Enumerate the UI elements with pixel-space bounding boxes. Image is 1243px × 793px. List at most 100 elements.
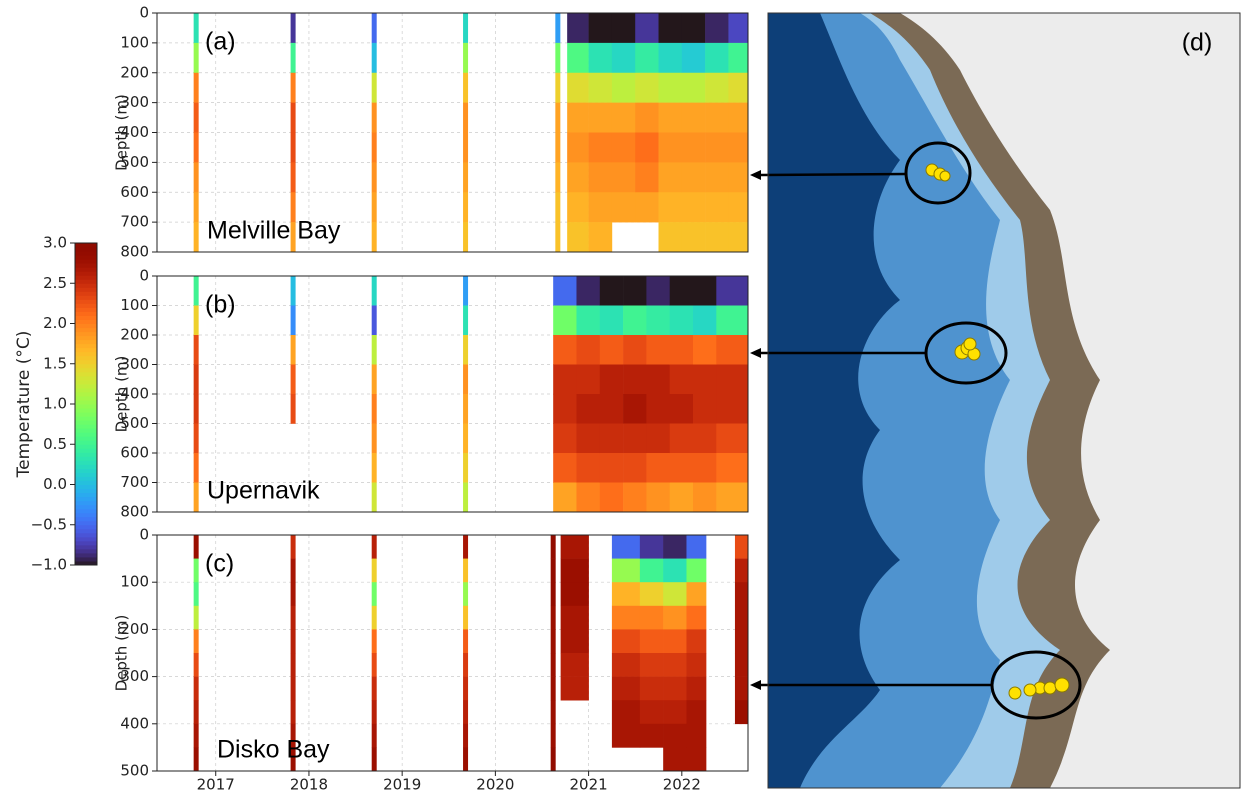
colorbar-step: [75, 315, 97, 320]
cast-cell: [290, 394, 296, 424]
colorbar-step: [75, 544, 97, 550]
cast-cell: [555, 132, 561, 163]
mooring-cell: [567, 13, 589, 44]
mooring-cell: [705, 72, 729, 103]
colorbar-step: [75, 456, 97, 461]
mooring-cell: [623, 305, 647, 336]
mooring-cell: [576, 453, 601, 483]
cast-cell: [371, 13, 377, 44]
colorbar-step: [75, 383, 97, 389]
colorbar-step: [75, 440, 97, 445]
mooring-cell: [686, 582, 707, 607]
cast-cell: [193, 394, 199, 424]
mooring-cell: [716, 364, 749, 395]
mooring-cell: [623, 482, 647, 513]
mooring-cell: [681, 13, 706, 44]
cast-cell: [290, 558, 296, 583]
y-tick-label: 100: [120, 296, 149, 314]
cast-cell: [371, 394, 377, 424]
mooring-cell: [599, 276, 624, 306]
y-tick-label: 0: [139, 4, 149, 22]
mooring-cell: [716, 335, 749, 365]
mooring-cell: [693, 423, 717, 454]
colorbar-step: [75, 432, 97, 437]
cast-cell: [463, 162, 469, 193]
mooring-cell: [567, 42, 589, 74]
cast-cell: [371, 605, 377, 630]
mooring-cell: [646, 453, 670, 483]
mooring-cell: [663, 700, 687, 725]
mooring-cell: [663, 605, 687, 630]
panel-label: (b): [205, 291, 236, 319]
mooring-cell: [734, 605, 749, 630]
cast-cell: [193, 453, 199, 483]
mooring-cell: [639, 700, 664, 725]
y-tick-label: 100: [120, 573, 149, 591]
mooring-cell: [553, 423, 577, 454]
colorbar-step: [75, 323, 97, 329]
colorbar-step: [75, 243, 97, 248]
cast-cell: [290, 276, 296, 306]
panel-label: (c): [205, 550, 234, 578]
mooring-cell: [681, 42, 706, 74]
cast-cell: [290, 700, 296, 725]
mooring-cell: [635, 102, 659, 133]
mooring-cell: [576, 276, 601, 306]
mooring-cell: [611, 72, 636, 103]
mooring-cell: [663, 676, 687, 701]
mooring-cell: [693, 482, 717, 513]
y-tick-label: 300: [120, 93, 149, 111]
y-tick-label: 500: [120, 762, 149, 780]
mooring-cell: [553, 482, 577, 513]
cast-cell: [463, 394, 469, 424]
mooring-cell: [663, 747, 687, 772]
mooring-cell: [669, 305, 694, 336]
mooring-cell: [588, 13, 613, 44]
colorbar-step: [75, 532, 97, 538]
mooring-cell: [693, 394, 717, 424]
cast-cell: [463, 13, 469, 44]
map-label: (d): [1182, 29, 1213, 57]
mooring-cell: [686, 535, 707, 559]
mooring-cell: [663, 535, 687, 559]
cast-cell: [550, 723, 556, 748]
mooring-cell: [705, 13, 729, 44]
cast-cell: [463, 192, 469, 223]
region-label: Upernavik: [207, 477, 320, 505]
colorbar-step: [75, 379, 97, 385]
colorbar-step: [75, 492, 97, 498]
mooring-cell: [734, 629, 749, 654]
colorbar-step: [75, 307, 97, 312]
colorbar-step: [75, 520, 97, 526]
mooring-cell: [686, 747, 707, 772]
mooring-cell: [623, 453, 647, 483]
colorbar-step: [75, 476, 97, 481]
mooring-cell: [599, 423, 624, 454]
mooring-cell: [576, 394, 601, 424]
colorbar-step: [75, 267, 97, 272]
cast-cell: [371, 423, 377, 454]
mooring-cell: [560, 558, 589, 583]
cast-cell: [371, 700, 377, 725]
y-tick-label: 200: [120, 63, 149, 81]
mooring-cell: [693, 305, 717, 336]
mooring-cell: [567, 162, 589, 193]
cast-cell: [371, 192, 377, 223]
cast-cell: [371, 629, 377, 654]
colorbar-step: [75, 355, 97, 361]
cast-cell: [371, 653, 377, 677]
cast-cell: [463, 582, 469, 607]
mooring-cell: [599, 305, 624, 336]
colorbar-step: [75, 452, 97, 457]
arrow-heads: [750, 170, 761, 690]
colorbar-step: [75, 347, 97, 353]
cast-cell: [550, 558, 556, 583]
colorbar-step: [75, 488, 97, 494]
colorbar-step: [75, 504, 97, 510]
mooring-cell: [705, 192, 729, 223]
cast-cell: [193, 723, 199, 748]
mooring-cell: [553, 305, 577, 336]
mooring-cell: [588, 132, 613, 163]
cast-cell: [193, 72, 199, 103]
colorbar-tick-label: 1.0: [43, 395, 67, 413]
